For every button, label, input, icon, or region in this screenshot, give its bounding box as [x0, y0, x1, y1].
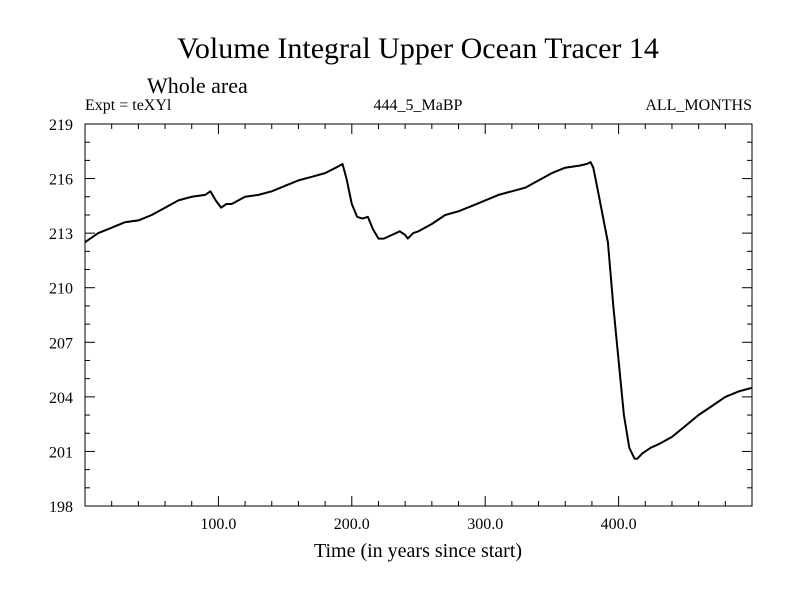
x-tick-label: 300.0 [467, 516, 503, 533]
experiment-label: Expt = teXYl [85, 97, 172, 114]
y-tick-label: 204 [49, 390, 73, 407]
x-axis-tick-labels: 100.0 200.0 300.0 400.0 [200, 516, 636, 533]
months-label: ALL_MONTHS [645, 97, 752, 114]
y-tick-label: 210 [49, 281, 73, 298]
y-tick-label: 213 [49, 226, 73, 243]
y-axis-tick-labels: 198 201 204 207 210 213 216 219 [49, 117, 73, 516]
chart-subtitle: Whole area [147, 73, 248, 98]
y-tick-label: 201 [49, 444, 73, 461]
chart-title: Volume Integral Upper Ocean Tracer 14 [177, 32, 659, 65]
period-label: 444_5_MaBP [374, 97, 463, 114]
y-axis-ticks [85, 123, 752, 507]
y-tick-label: 219 [49, 117, 73, 134]
y-tick-label: 198 [49, 499, 73, 516]
y-tick-label: 216 [49, 172, 73, 189]
x-tick-label: 400.0 [601, 516, 637, 533]
y-tick-label: 207 [49, 335, 73, 352]
x-tick-label: 100.0 [200, 516, 236, 533]
series-layer [84, 161, 753, 460]
x-axis-label: Time (in years since start) [314, 540, 522, 562]
x-axis-ticks [111, 124, 726, 506]
plot-frame [84, 123, 753, 507]
x-tick-label: 200.0 [334, 516, 370, 533]
series-line [84, 161, 753, 460]
